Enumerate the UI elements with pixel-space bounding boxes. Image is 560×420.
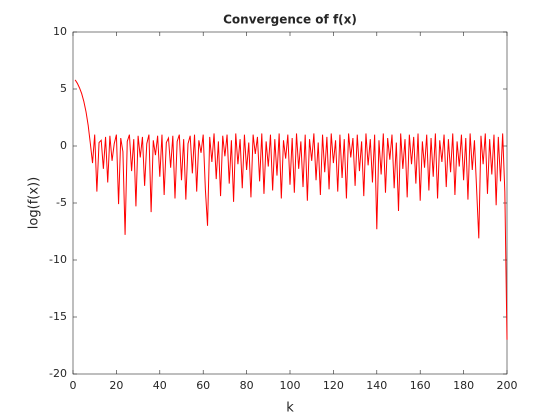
- y-tick-label: 0: [60, 139, 67, 152]
- y-tick-label: -15: [49, 310, 67, 323]
- x-tick-label: 200: [497, 379, 518, 392]
- x-axis-label: k: [286, 401, 294, 416]
- chart-title: Convergence of f(x): [223, 13, 357, 27]
- x-tick-label: 160: [410, 379, 431, 392]
- data-line: [74, 79, 508, 340]
- x-tick-label: 60: [196, 379, 210, 392]
- x-tick-label: 0: [70, 379, 77, 392]
- x-tick-label: 120: [323, 379, 344, 392]
- y-tick-label: -5: [56, 196, 67, 209]
- x-tick-label: 140: [366, 379, 387, 392]
- y-tick-label: 5: [60, 82, 67, 95]
- x-tick-label: 40: [153, 379, 167, 392]
- y-tick-label: 10: [53, 25, 67, 38]
- x-tick-label: 80: [240, 379, 254, 392]
- y-tick-label: -10: [49, 253, 67, 266]
- x-tick-label: 180: [453, 379, 474, 392]
- x-tick-label: 100: [280, 379, 301, 392]
- y-tick-label: -20: [49, 367, 67, 380]
- x-tick-label: 20: [109, 379, 123, 392]
- y-axis-label: log(f(x)): [27, 177, 42, 229]
